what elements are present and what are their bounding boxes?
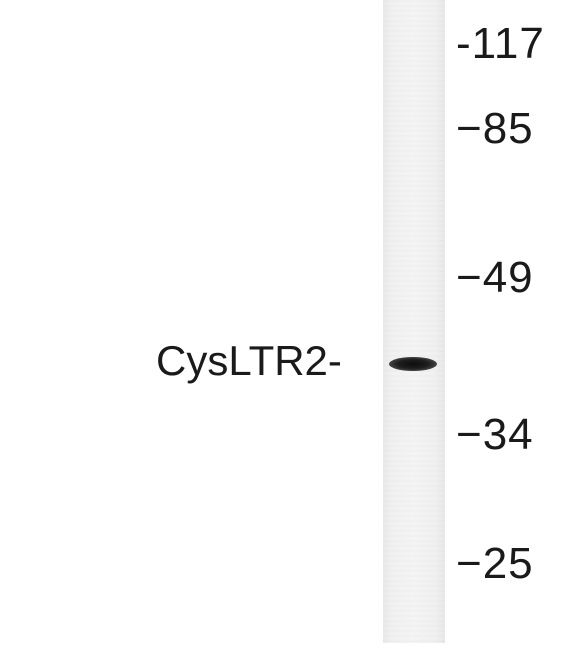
marker-34: −34: [456, 410, 534, 459]
marker-85: −85: [456, 104, 534, 153]
marker-49: −49: [456, 253, 534, 302]
lane-texture: [383, 0, 445, 643]
marker-25: −25: [456, 539, 534, 588]
protein-band: [389, 357, 437, 371]
marker-117: -117: [456, 19, 545, 68]
blot-lane: [383, 0, 445, 643]
band-label: CysLTR2-: [156, 337, 342, 384]
